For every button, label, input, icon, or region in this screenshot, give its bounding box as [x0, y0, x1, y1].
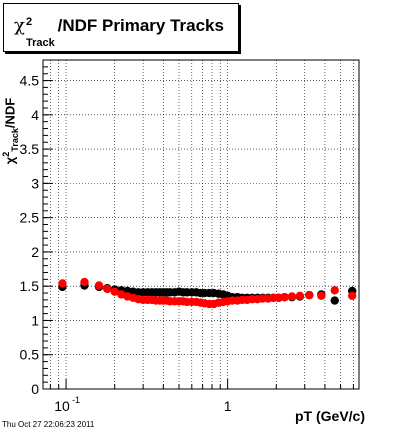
data-points [58, 277, 357, 309]
chart-title-box: χ 2 Track /NDF Primary Tracks [3, 3, 239, 52]
data-point-series-2 [58, 279, 67, 288]
y-tick-label: 4.5 [20, 73, 40, 89]
data-point-series-2 [280, 292, 289, 302]
plot-frame [42, 59, 360, 390]
y-tick-label: 3.5 [20, 141, 40, 157]
grid-lines [43, 60, 359, 389]
x-tick-label: 10 [54, 398, 70, 414]
data-point-series-2 [110, 287, 119, 296]
data-point-series-2 [317, 291, 326, 300]
title-text: /NDF Primary Tracks [57, 16, 224, 35]
x-tick-label-exponent: -1 [72, 395, 80, 405]
title-subscript: Track [26, 37, 55, 49]
title-superscript: 2 [26, 16, 33, 28]
chart-title: χ 2 Track /NDF Primary Tracks [14, 14, 224, 49]
timestamp: Thu Oct 27 22:06:23 2011 [2, 420, 95, 429]
y-axis-label: χ2Track/NDF [1, 61, 23, 201]
axes [42, 59, 360, 390]
ylabel-text: /NDF [2, 97, 18, 129]
data-point-series-2 [287, 292, 297, 301]
x-tick-label: 1 [224, 398, 232, 414]
ylabel-subscript: Track [9, 128, 20, 152]
y-tick-label: 4 [31, 107, 39, 123]
data-point-series-2 [103, 284, 112, 294]
ylabel-chi: χ [2, 156, 18, 165]
x-axis-label: pT (GeV/c) [294, 408, 365, 424]
y-tick-label: 1.5 [20, 278, 40, 294]
data-point-series-1 [330, 296, 339, 305]
data-point-series-2 [348, 291, 357, 300]
data-point-series-2 [80, 277, 89, 287]
y-tick-label: 0.5 [20, 347, 40, 363]
title-chi: χ [14, 15, 25, 36]
data-point-series-2 [305, 290, 314, 300]
data-point-series-2 [295, 291, 305, 300]
ylabel-superscript: 2 [1, 151, 11, 157]
tick-labels: 0 0.5 1 1.5 2 2.5 3 3.5 4 4.5 10 -1 1 [20, 73, 232, 414]
y-tick-label: 2 [31, 244, 39, 260]
y-tick-label: 1 [31, 312, 39, 328]
y-tick-label: 2.5 [20, 210, 40, 226]
data-point-series-2 [330, 286, 339, 295]
y-tick-label: 0 [31, 381, 39, 397]
data-point-series-2 [94, 281, 104, 290]
y-tick-label: 3 [31, 175, 39, 191]
